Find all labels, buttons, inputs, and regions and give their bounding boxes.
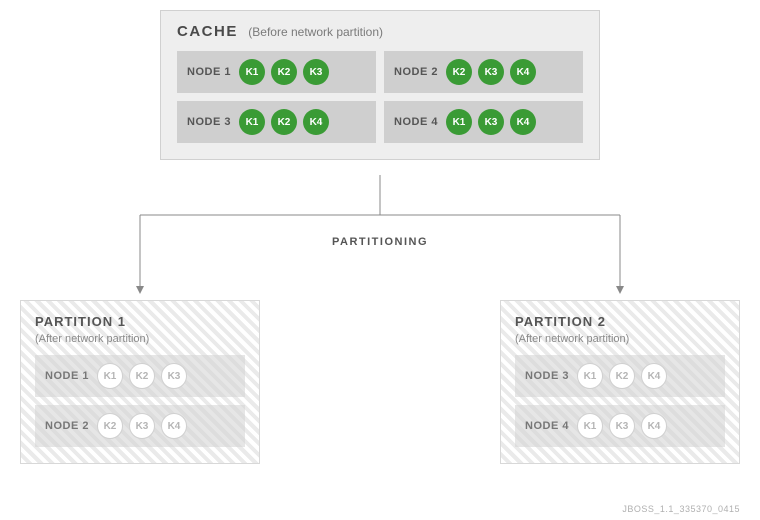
cache-node-row: NODE 3 K1 K2 K4 [177,101,376,143]
key-badge: K2 [271,59,297,85]
key-badge-inactive: K1 [577,363,603,389]
key-badge-inactive: K4 [641,363,667,389]
key-badge-inactive: K2 [609,363,635,389]
key-badge: K1 [239,109,265,135]
node-label: NODE 2 [45,420,89,432]
partition-node-row: NODE 4 K1 K3 K4 [515,405,725,447]
key-badge: K4 [510,59,536,85]
cache-title-main: CACHE [177,23,238,40]
cache-node-row: NODE 2 K2 K3 K4 [384,51,583,93]
partition-title-sub: (After network partition) [35,333,245,345]
partition-node-row: NODE 3 K1 K2 K4 [515,355,725,397]
node-label: NODE 3 [187,116,231,128]
node-label: NODE 3 [525,370,569,382]
cache-node-row: NODE 4 K1 K3 K4 [384,101,583,143]
partition-node-row: NODE 2 K2 K3 K4 [35,405,245,447]
key-badge: K3 [303,59,329,85]
partition-panel-1: PARTITION 1 (After network partition) NO… [20,300,260,464]
key-badge-inactive: K1 [97,363,123,389]
partition-title-sub: (After network partition) [515,333,725,345]
key-badge: K2 [271,109,297,135]
footer-code: JBOSS_1.1_335370_0415 [622,504,740,514]
partition-title: PARTITION 1 (After network partition) [35,313,245,345]
partition-title-main: PARTITION 2 [515,314,606,329]
partition-panel-2: PARTITION 2 (After network partition) NO… [500,300,740,464]
key-badge-inactive: K3 [129,413,155,439]
key-badge: K3 [478,109,504,135]
partition-title-main: PARTITION 1 [35,314,126,329]
key-badge-inactive: K1 [577,413,603,439]
cache-node-row: NODE 1 K1 K2 K3 [177,51,376,93]
key-badge-inactive: K2 [129,363,155,389]
key-badge: K4 [303,109,329,135]
cache-title: CACHE (Before network partition) [177,23,583,41]
key-badge: K2 [446,59,472,85]
node-label: NODE 2 [394,66,438,78]
node-label: NODE 1 [45,370,89,382]
node-label: NODE 4 [394,116,438,128]
partition-title: PARTITION 2 (After network partition) [515,313,725,345]
cache-title-sub: (Before network partition) [248,25,383,39]
key-badge: K1 [446,109,472,135]
key-badge-inactive: K4 [641,413,667,439]
key-badge: K1 [239,59,265,85]
key-badge-inactive: K4 [161,413,187,439]
partition-node-row: NODE 1 K1 K2 K3 [35,355,245,397]
cache-panel: CACHE (Before network partition) NODE 1 … [160,10,600,160]
key-badge-inactive: K2 [97,413,123,439]
node-label: NODE 4 [525,420,569,432]
key-badge: K3 [478,59,504,85]
cache-node-grid: NODE 1 K1 K2 K3 NODE 2 K2 K3 K4 NODE 3 K… [177,51,583,143]
key-badge-inactive: K3 [609,413,635,439]
key-badge-inactive: K3 [161,363,187,389]
node-label: NODE 1 [187,66,231,78]
key-badge: K4 [510,109,536,135]
partitioning-label: PARTITIONING [0,236,760,248]
